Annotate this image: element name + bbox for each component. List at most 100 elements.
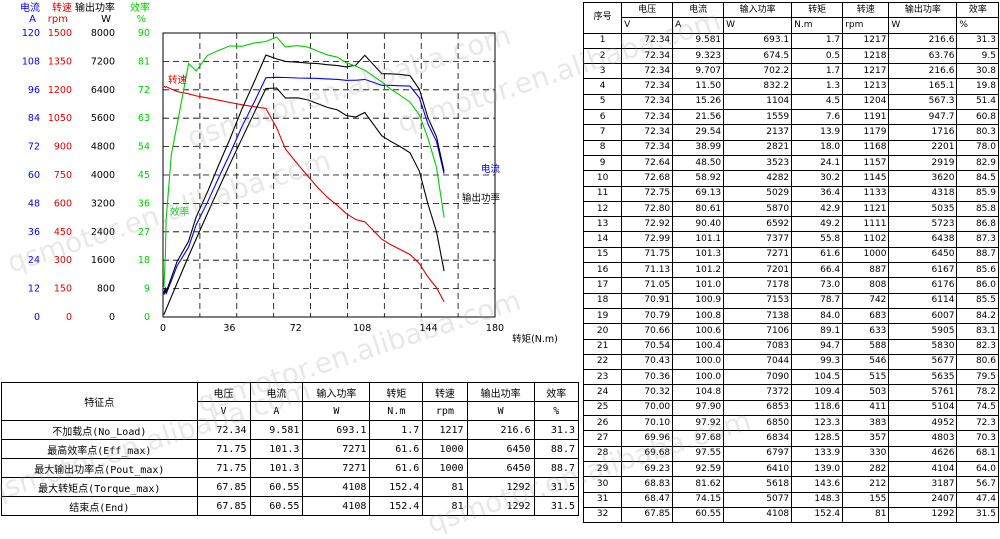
data-cell: 94.7 <box>791 338 844 355</box>
data-cell: 148.3 <box>791 491 844 508</box>
data-cell: 4108 <box>723 506 793 524</box>
data-cell: 51.4 <box>956 93 999 111</box>
data-cell: 1.3 <box>791 78 844 95</box>
feature-value-cell: 1.7 <box>369 420 424 440</box>
data-cell: 69.68 <box>621 445 674 462</box>
y-tick-label: 27 <box>138 227 150 238</box>
feature-unit-cell: rpm <box>422 401 468 421</box>
data-cell: 216.6 <box>888 32 958 49</box>
data-cell: 67.85 <box>621 506 674 524</box>
y-tick-label: 60 <box>28 170 40 181</box>
data-cell: 60.8 <box>956 109 999 126</box>
data-cell: 693.1 <box>723 32 793 49</box>
data-cell: 31.5 <box>956 506 999 524</box>
y-tick-label: 0 <box>109 312 115 323</box>
data-cell: 152.4 <box>791 506 844 524</box>
y-tick-label: 800 <box>97 284 115 295</box>
data-cell: 85.6 <box>956 262 999 279</box>
data-cell: 29.54 <box>672 124 725 141</box>
data-cell: 6592 <box>723 216 793 233</box>
data-cell: 1.7 <box>791 63 844 80</box>
data-cell: 27 <box>582 430 623 447</box>
data-cell: 1000 <box>842 246 890 264</box>
data-cell: 72.34 <box>621 32 674 49</box>
efficiency-curve-label: 效率 <box>170 206 190 218</box>
data-cell: 29 <box>582 460 623 478</box>
feature-unit-cell: % <box>533 401 580 421</box>
data-cell: 6450 <box>888 246 958 264</box>
data-cell: 10 <box>582 170 623 187</box>
data-cell: 22 <box>582 353 623 371</box>
data-cell: 9.5 <box>956 47 999 65</box>
data-cell: 6167 <box>888 262 958 279</box>
data-cell: 515 <box>842 369 890 386</box>
data-cell: 3620 <box>888 170 958 187</box>
data-cell: 7.6 <box>791 109 844 126</box>
data-row: 12 72.80 80.61 5870 42.9 1121 5035 85.8 <box>582 200 999 218</box>
data-cell: 7044 <box>723 353 793 371</box>
data-cell: 3 <box>582 63 623 80</box>
data-cell: 70.79 <box>621 307 674 325</box>
data-cell: 101.0 <box>672 277 725 294</box>
data-cell: 1168 <box>842 139 890 156</box>
feature-value-cell: 81 <box>422 477 468 497</box>
data-cell: 72.92 <box>621 216 674 233</box>
data-cell: 82.3 <box>956 338 999 355</box>
data-cell: 100.8 <box>672 307 725 325</box>
y-tick-label: 36 <box>138 198 150 209</box>
data-row: 18 70.91 100.9 7153 78.7 742 6114 85.5 <box>582 292 999 309</box>
data-cell: 32 <box>582 506 623 524</box>
y-tick-label: 8000 <box>91 28 115 39</box>
test-data-table: 序号 电压 电流 输入功率 转矩 转速 输出功率 效率 V A W N.m rpm W% 1 72.34 9.5… <box>582 1 999 524</box>
data-cell: 832.2 <box>723 78 793 95</box>
y-tick-label: 120 <box>22 28 40 39</box>
data-cell: 1102 <box>842 231 890 248</box>
data-cell: 7090 <box>723 369 793 386</box>
y-tick-label: 1350 <box>48 56 72 67</box>
data-cell: 17 <box>582 277 623 294</box>
data-cell: 78.7 <box>791 292 844 309</box>
feature-value-cell: 60.55 <box>249 477 304 497</box>
feature-header-cell: 输出功率 <box>466 382 535 402</box>
data-cell: 85.8 <box>956 200 999 218</box>
y-tick-label: 18 <box>138 255 150 266</box>
data-cell: 9 <box>582 154 623 172</box>
speed-curve-label: 转速 <box>168 74 188 86</box>
data-cell: 100.9 <box>672 292 725 309</box>
data-cell: 74.5 <box>956 399 999 417</box>
feature-value-cell: 1000 <box>422 439 468 459</box>
data-cell: 1217 <box>842 63 890 80</box>
feature-value-cell: 31.3 <box>533 420 580 440</box>
y-tick-label: 7200 <box>91 56 115 67</box>
data-cell: 887 <box>842 262 890 279</box>
data-row: 26 70.10 97.92 6850 123.3 383 4952 72.3 <box>582 415 999 432</box>
data-cell: 1213 <box>842 78 890 95</box>
data-row: 32 67.85 60.55 4108 152.4 81 1292 31.5 <box>582 506 999 524</box>
data-cell: 5677 <box>888 353 958 371</box>
data-row: 31 68.47 74.15 5077 148.3 155 2407 47.4 <box>582 491 999 508</box>
data-header-cell: 转矩 <box>791 1 844 19</box>
feature-label-cell: 最高效率点(Eff_max) <box>1 439 198 459</box>
data-cell: 31 <box>582 491 623 508</box>
data-cell: 78.0 <box>956 139 999 156</box>
data-cell: 85.9 <box>956 185 999 202</box>
data-cell: 9.323 <box>672 47 725 65</box>
data-cell: 72.34 <box>621 63 674 80</box>
data-cell: 3523 <box>723 154 793 172</box>
data-cell: 72.34 <box>621 139 674 156</box>
data-cell: 1716 <box>888 124 958 141</box>
data-cell: 6853 <box>723 399 793 417</box>
data-cell: 14 <box>582 231 623 248</box>
y-tick-label: 72 <box>138 85 150 96</box>
data-cell: 6176 <box>888 277 958 294</box>
y-tick-label: 36 <box>28 227 40 238</box>
data-cell: 70.36 <box>621 369 674 386</box>
data-cell: 4282 <box>723 170 793 187</box>
data-cell: 2201 <box>888 139 958 156</box>
data-cell: 56.7 <box>956 476 999 493</box>
data-cell: 683 <box>842 307 890 325</box>
data-cell: 72.3 <box>956 415 999 432</box>
data-cell: 5723 <box>888 216 958 233</box>
data-cell: 7201 <box>723 262 793 279</box>
y-tick-label: 0 <box>144 312 150 323</box>
